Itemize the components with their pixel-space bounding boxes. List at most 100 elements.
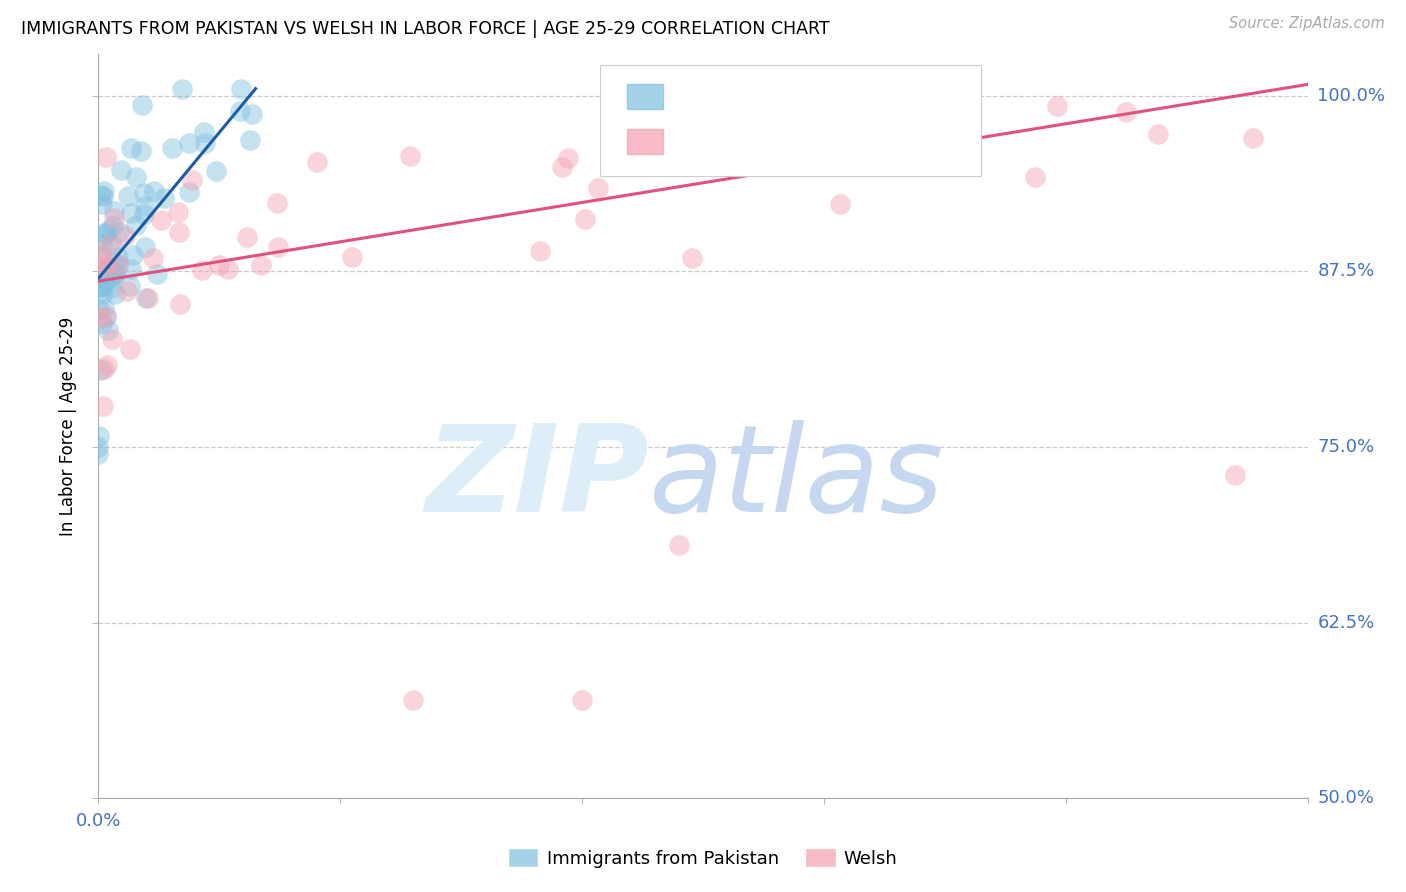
Point: [153, 191, 176, 205]
Point: [108, 225, 131, 239]
Point: [90, 280, 112, 294]
Point: [97, 238, 120, 252]
Point: [114, 229, 136, 244]
Point: [229, 104, 252, 119]
Point: [125, 218, 148, 232]
Point: [96, 358, 118, 372]
Text: IMMIGRANTS FROM PAKISTAN VS WELSH IN LABOR FORCE | AGE 25-29 CORRELATION CHART: IMMIGRANTS FROM PAKISTAN VS WELSH IN LAB…: [21, 20, 830, 37]
Point: [87, 302, 110, 317]
Point: [1046, 99, 1069, 113]
Point: [87, 440, 110, 454]
Point: [1223, 468, 1246, 483]
Point: [551, 160, 574, 174]
Point: [107, 250, 129, 264]
Point: [93, 185, 115, 199]
Point: [117, 188, 139, 202]
Point: [193, 125, 215, 139]
Point: [94, 260, 117, 275]
Point: [229, 81, 252, 95]
Point: [207, 258, 229, 272]
Point: [181, 173, 204, 187]
Point: [97, 223, 120, 237]
Text: 100.0%: 100.0%: [1317, 87, 1385, 104]
Point: [193, 136, 215, 151]
Point: [143, 184, 166, 198]
FancyBboxPatch shape: [600, 65, 981, 177]
Point: [1147, 127, 1170, 141]
Point: [89, 247, 111, 261]
Point: [91, 271, 114, 285]
Point: [240, 106, 263, 120]
Point: [89, 280, 111, 294]
Point: [1241, 130, 1264, 145]
Point: [91, 287, 114, 301]
Point: [101, 332, 124, 346]
Point: [307, 154, 329, 169]
Point: [120, 262, 142, 277]
Point: [91, 237, 114, 252]
Point: [668, 538, 690, 552]
Point: [91, 197, 114, 211]
Point: [87, 447, 110, 461]
Point: [97, 322, 120, 336]
Text: R = 0.537: R = 0.537: [678, 87, 783, 105]
Point: [93, 301, 115, 315]
Point: [134, 240, 156, 254]
Point: [177, 186, 200, 200]
Point: [205, 164, 228, 178]
Point: [107, 257, 129, 271]
Point: [131, 97, 153, 112]
Point: [90, 249, 112, 263]
Point: [120, 206, 142, 220]
Point: [89, 263, 111, 277]
Point: [239, 133, 262, 147]
Text: 0.0%: 0.0%: [76, 812, 121, 830]
Point: [104, 287, 127, 301]
Point: [97, 260, 120, 274]
Point: [135, 291, 157, 305]
Point: [142, 251, 165, 265]
Text: ZIP: ZIP: [425, 419, 648, 537]
Point: [669, 132, 692, 146]
Point: [120, 141, 142, 155]
Point: [110, 163, 132, 178]
Text: Source: ZipAtlas.com: Source: ZipAtlas.com: [1229, 16, 1385, 31]
Point: [120, 278, 142, 293]
Point: [681, 251, 703, 265]
Point: [249, 258, 271, 272]
Point: [115, 285, 138, 299]
Point: [402, 693, 425, 707]
Point: [557, 151, 579, 165]
Point: [121, 248, 143, 262]
Point: [166, 205, 188, 219]
Point: [103, 204, 125, 219]
Text: N = 67: N = 67: [814, 87, 884, 105]
Text: 75.0%: 75.0%: [1317, 438, 1375, 456]
Point: [571, 693, 593, 707]
Point: [90, 363, 112, 377]
Point: [91, 188, 114, 202]
Point: [177, 136, 200, 151]
Point: [91, 316, 114, 330]
Point: [100, 281, 122, 295]
Point: [118, 342, 141, 356]
Point: [160, 141, 183, 155]
Point: [529, 244, 551, 258]
Point: [93, 279, 115, 293]
Point: [796, 128, 818, 143]
Point: [217, 262, 239, 277]
FancyBboxPatch shape: [627, 84, 664, 110]
Point: [574, 212, 596, 227]
Point: [190, 263, 212, 277]
Point: [94, 309, 117, 323]
Point: [94, 310, 117, 324]
Point: [125, 169, 148, 184]
Point: [134, 199, 156, 213]
Text: 50.0%: 50.0%: [1317, 789, 1374, 807]
Text: 62.5%: 62.5%: [1317, 614, 1375, 632]
Point: [104, 267, 127, 281]
Point: [136, 291, 159, 305]
Point: [863, 81, 886, 95]
Point: [91, 399, 114, 413]
Text: atlas: atlas: [648, 419, 943, 537]
